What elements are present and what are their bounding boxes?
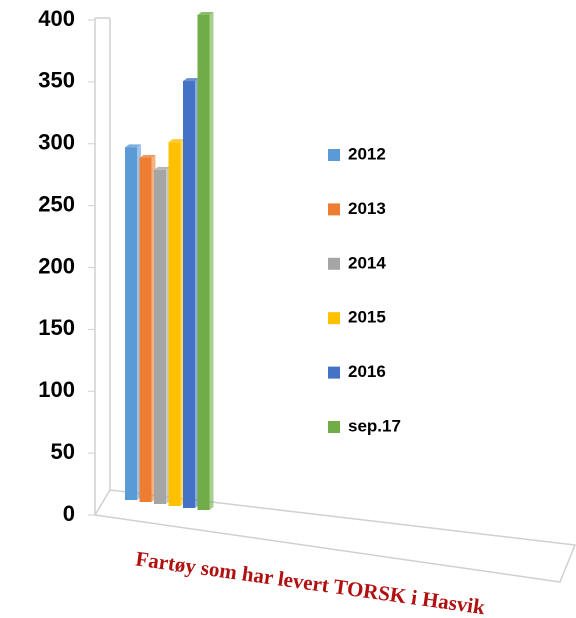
legend-label: 2012 (348, 144, 386, 163)
legend-label: 2015 (348, 308, 386, 327)
bar (183, 81, 195, 508)
legend-label: 2016 (348, 362, 386, 381)
bar-top (197, 12, 214, 15)
legend-swatch (328, 203, 340, 216)
bar-top (139, 154, 156, 158)
y-tick-label: 250 (38, 191, 75, 216)
bar-side (209, 12, 214, 510)
bar-top (168, 139, 185, 143)
floor (93, 489, 576, 583)
legend-swatch (328, 421, 340, 433)
legend-label: 2014 (348, 253, 386, 272)
y-tick-label: 150 (38, 315, 75, 340)
legend-label: 2013 (348, 199, 386, 218)
bar (197, 15, 210, 510)
legend-label: sep.17 (348, 416, 401, 435)
legend-swatch (328, 149, 340, 161)
y-tick-label: 100 (38, 377, 75, 402)
bar (168, 142, 181, 507)
x-category-label: Fartøy som har levert TORSK i Hasvik (134, 546, 487, 618)
y-tick-label: 200 (38, 253, 75, 278)
y-tick-label: 50 (51, 439, 75, 464)
y-tick-label: 400 (38, 6, 75, 31)
y-tick-label: 300 (38, 130, 75, 155)
bar (139, 157, 152, 502)
y-tick-label: 0 (63, 501, 75, 526)
bar-top (125, 144, 141, 148)
legend-swatch (328, 312, 340, 325)
bar-top (183, 78, 199, 82)
bar (125, 147, 137, 500)
bar-top (154, 166, 170, 170)
bar (154, 169, 166, 504)
legend-swatch (328, 257, 340, 270)
legend-swatch (328, 366, 340, 379)
y-tick-label: 350 (38, 68, 75, 93)
